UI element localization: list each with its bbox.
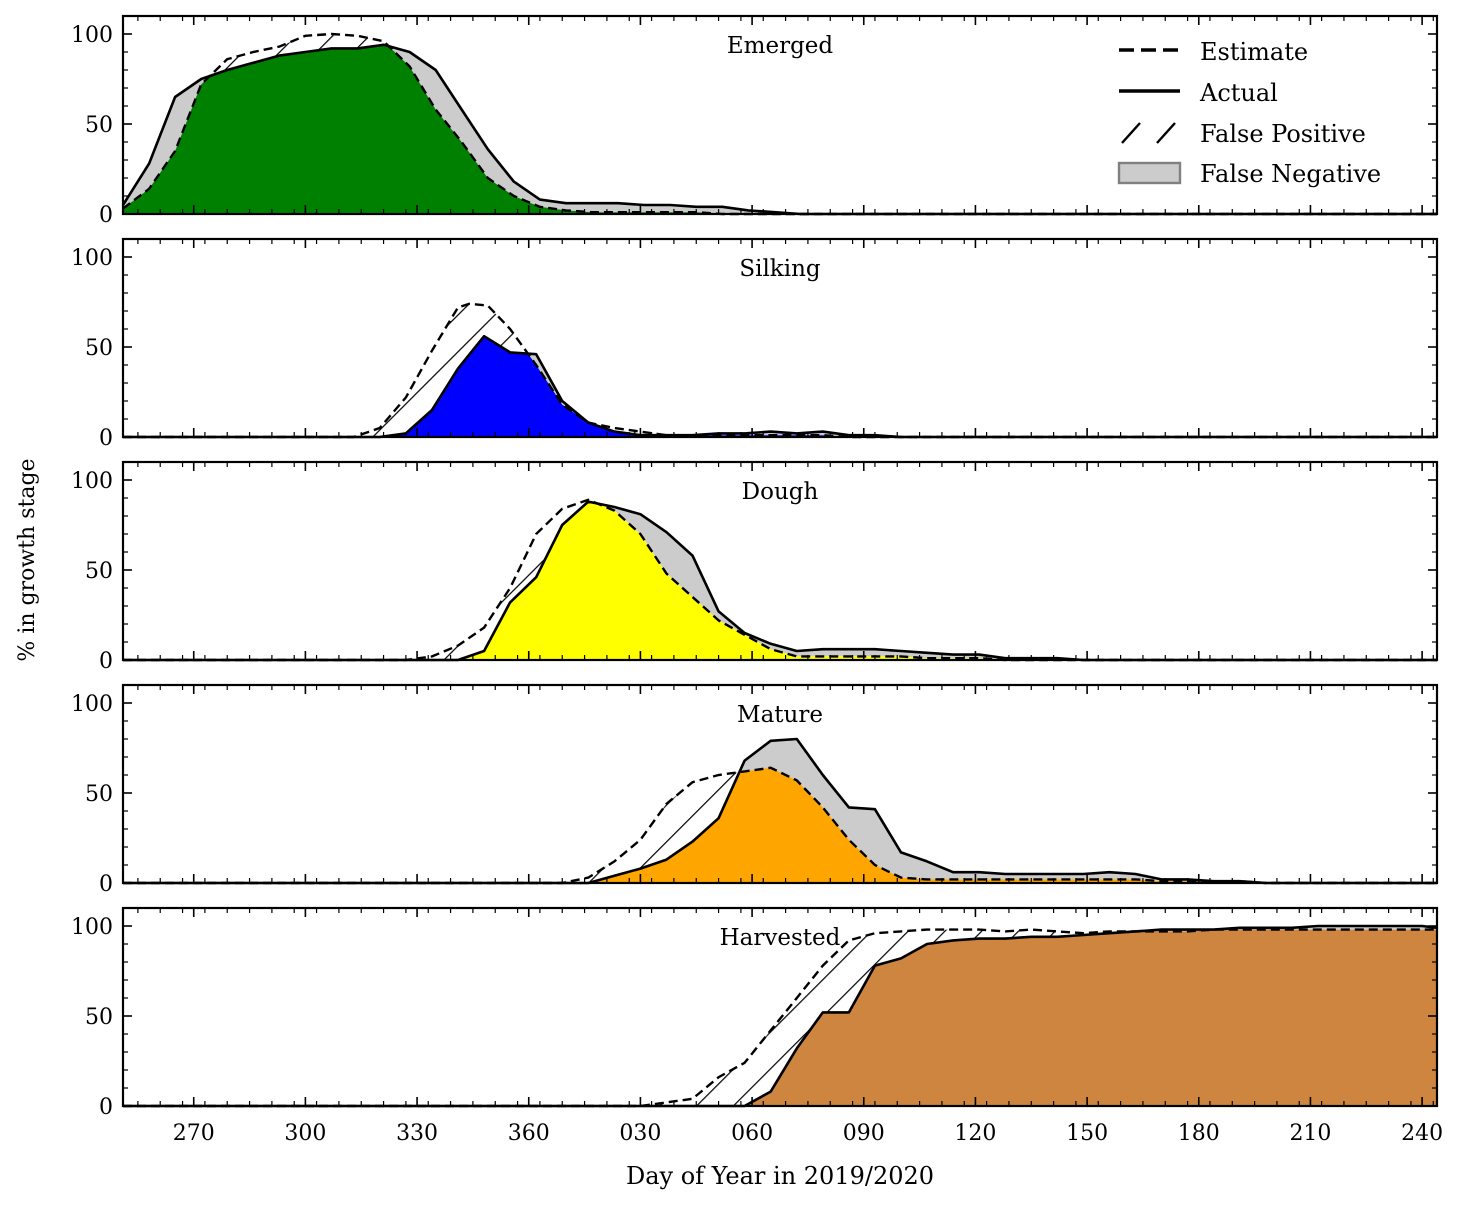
false-positive-area-harvested: [123, 929, 1437, 1106]
y-tick-label-mature-1: 50: [85, 782, 113, 807]
plot-frame-mature: [121, 683, 1439, 885]
legend-false-negative-swatch: [1117, 161, 1182, 185]
panel-title-emerged: Emerged: [727, 33, 834, 59]
actual-line-harvested: [123, 924, 1438, 1108]
x-tick-label-1: 300: [284, 1121, 326, 1146]
y-tick-label-emerged-2: 100: [71, 23, 113, 48]
legend-false-negative-label: False Negative: [1200, 160, 1381, 188]
y-tick-label-harvested-1: 50: [85, 1005, 113, 1030]
y-tick-label-mature-0: 0: [99, 872, 113, 897]
estimate-line-emerged: [122, 32, 1437, 216]
actual-line-dough: [123, 500, 1437, 662]
false-positive-area-dough: [123, 499, 1437, 660]
estimate-line-harvested: [123, 928, 1437, 1108]
actual-line-silking: [123, 334, 1437, 439]
x-tick-label-9: 180: [1178, 1121, 1220, 1146]
y-tick-label-harvested-2: 100: [71, 915, 113, 940]
plot-frame-harvested: [121, 906, 1439, 1108]
x-tick-label-5: 060: [731, 1121, 773, 1146]
y-tick-label-mature-2: 100: [71, 692, 113, 717]
false-positive-area-silking: [123, 303, 1437, 437]
x-tick-label-8: 150: [1066, 1121, 1108, 1146]
plot-frame-emerged: [121, 14, 1439, 216]
y-tick-label-dough-2: 100: [71, 469, 113, 494]
estimate-line-silking: [123, 302, 1437, 439]
y-tick-label-dough-1: 50: [85, 559, 113, 584]
x-tick-label-6: 090: [843, 1121, 885, 1146]
panel-title-dough: Dough: [742, 479, 819, 505]
y-tick-label-silking-2: 100: [71, 246, 113, 271]
y-axis-label: % in growth stage: [15, 458, 40, 661]
x-tick-label-0: 270: [173, 1121, 215, 1146]
panel-silking: 0 50 100 Silking: [71, 237, 1439, 451]
legend: Estimate Actual False Positive False Neg…: [1117, 38, 1381, 188]
false-negative-area-mature: [123, 739, 1437, 883]
false-negative-area-silking: [123, 336, 1437, 437]
x-tick-label-4: 030: [619, 1121, 661, 1146]
y-tick-label-emerged-1: 50: [85, 113, 113, 138]
panel-title-mature: Mature: [737, 702, 823, 728]
panel-dough: 0 50 100 Dough: [71, 460, 1439, 674]
y-tick-label-dough-0: 0: [99, 649, 113, 674]
y-tick-label-emerged-0: 0: [99, 203, 113, 228]
y-tick-label-harvested-0: 0: [99, 1095, 113, 1120]
panel-harvested: 270 300 330 360 030 060 090 120 150 180 210 240 0 50 1…: [71, 906, 1443, 1146]
true-positive-area-emerged: [123, 44, 1437, 214]
estimate-line-dough: [123, 498, 1437, 662]
x-axis-label: Day of Year in 2019/2020: [626, 1162, 934, 1190]
plot-frame-dough: [121, 460, 1439, 662]
panel-mature: 0 50 100 Mature: [71, 683, 1439, 897]
x-tick-label-7: 120: [954, 1121, 996, 1146]
true-positive-area-dough: [123, 501, 1437, 660]
x-tick-label-3: 360: [508, 1121, 550, 1146]
true-positive-area-silking: [123, 336, 1437, 437]
legend-false-positive-stroke-2: [1156, 122, 1176, 144]
y-tick-label-silking-1: 50: [85, 336, 113, 361]
plot-frame-silking: [121, 237, 1439, 439]
true-positive-area-mature: [123, 767, 1437, 883]
panel-title-harvested: Harvested: [720, 925, 841, 951]
x-tick-label-2: 330: [396, 1121, 438, 1146]
actual-line-emerged: [121, 43, 1437, 216]
x-tick-label-10: 210: [1289, 1121, 1331, 1146]
panel-emerged: 0 50 100 Emerged: [71, 14, 1439, 228]
actual-line-mature: [123, 737, 1437, 885]
legend-false-positive-stroke-1: [1121, 122, 1141, 144]
true-positive-area-harvested: [123, 929, 1437, 1106]
y-tick-label-silking-0: 0: [99, 426, 113, 451]
panel-title-silking: Silking: [739, 256, 821, 282]
panels: 0 50 100 Emerged 0 50 100 Silking 0 50 100 Dough 0 50…: [71, 14, 1443, 1146]
false-negative-area-dough: [123, 501, 1437, 660]
legend-actual-label: Actual: [1199, 79, 1278, 107]
legend-false-positive-label: False Positive: [1200, 120, 1366, 148]
legend-estimate-label: Estimate: [1200, 38, 1308, 66]
x-tick-label-11: 240: [1401, 1121, 1443, 1146]
